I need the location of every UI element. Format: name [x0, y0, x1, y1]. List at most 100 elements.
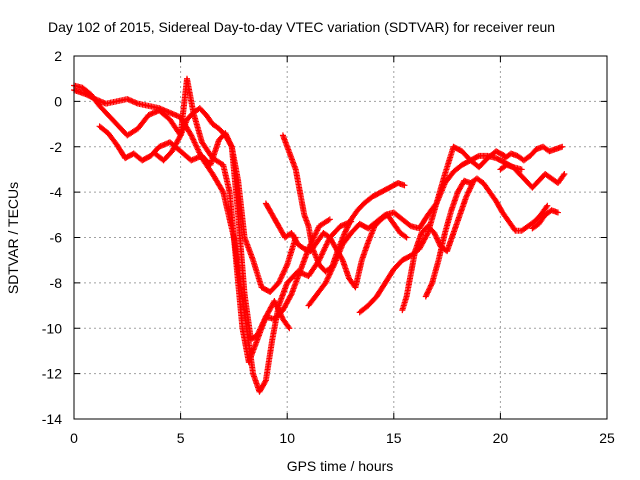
data-point: [259, 320, 266, 327]
x-axis-title: GPS time / hours: [287, 458, 394, 474]
series-2: [96, 123, 293, 343]
data-point: [424, 231, 431, 238]
series-1: [71, 75, 333, 366]
x-tick-label: 0: [70, 430, 78, 446]
data-point: [254, 332, 261, 339]
y-tick-label: -12: [42, 366, 62, 382]
data-point: [262, 378, 269, 385]
data-point: [326, 271, 333, 278]
data-point: [342, 228, 349, 235]
data-point: [432, 232, 439, 239]
data-point: [403, 234, 410, 241]
data-point: [329, 265, 336, 272]
data-point: [425, 288, 432, 295]
series-7: [356, 143, 508, 316]
data-point: [423, 292, 430, 299]
data-point: [277, 310, 284, 317]
y-tick-label: -10: [42, 320, 62, 336]
data-point: [402, 233, 409, 240]
chart-title: Day 102 of 2015, Sidereal Day-to-day VTE…: [48, 19, 555, 35]
data-point: [276, 278, 283, 285]
axis-ticks: 0 5 10 15 20 25 -14 -12 -10 -8 -6 -4 -2 0 2: [42, 48, 615, 446]
data-point: [425, 286, 432, 293]
series-4: [279, 132, 408, 275]
data-point: [464, 190, 471, 197]
data-point: [344, 223, 351, 230]
data-point: [422, 293, 429, 300]
data-point: [258, 323, 265, 330]
data-point: [285, 323, 292, 330]
series-6: [305, 152, 525, 309]
data-point: [287, 292, 294, 299]
data-point: [176, 133, 183, 140]
data-point: [286, 325, 293, 332]
data-point: [343, 227, 350, 234]
data-point: [346, 219, 353, 226]
series-12: [529, 207, 561, 232]
data-point: [256, 327, 263, 334]
data-point: [271, 298, 278, 305]
data-point: [282, 265, 289, 272]
data-point: [381, 212, 388, 219]
data-point: [325, 272, 332, 279]
data-point: [275, 279, 282, 286]
data-point: [280, 270, 287, 277]
data-point: [276, 277, 283, 284]
data-point: [560, 172, 567, 179]
data-point: [322, 279, 329, 286]
data-point: [273, 302, 280, 309]
data-point: [465, 189, 472, 196]
data-point: [255, 330, 262, 337]
data-point: [424, 289, 431, 296]
y-tick-label: -14: [42, 411, 62, 427]
data-point: [276, 309, 283, 316]
x-tick-label: 15: [386, 430, 402, 446]
data-point: [278, 313, 285, 320]
data-point: [272, 299, 279, 306]
data-point: [325, 274, 332, 281]
data-point: [274, 305, 281, 312]
data-point: [260, 318, 267, 325]
data-point: [543, 204, 550, 211]
data-points: [71, 75, 568, 395]
y-tick-label: 2: [54, 48, 62, 64]
data-point: [406, 222, 413, 229]
data-point: [258, 322, 265, 329]
data-point: [274, 303, 281, 310]
data-point: [427, 283, 434, 290]
data-point: [474, 153, 481, 160]
data-point: [323, 278, 330, 285]
data-point: [559, 143, 566, 150]
data-point: [431, 229, 438, 236]
data-point: [272, 300, 279, 307]
y-tick-label: -2: [50, 139, 63, 155]
data-point: [257, 325, 264, 332]
data-point: [328, 267, 335, 274]
y-tick-label: -4: [50, 184, 63, 200]
data-point: [277, 311, 284, 318]
data-point: [219, 187, 226, 194]
data-point: [262, 315, 269, 322]
data-point: [325, 217, 332, 224]
data-point: [554, 209, 561, 216]
data-point: [327, 268, 334, 275]
data-point: [324, 275, 331, 282]
data-point: [276, 307, 282, 314]
data-point: [343, 225, 350, 232]
data-point: [465, 188, 472, 195]
data-point: [323, 277, 330, 284]
x-tick-label: 5: [177, 430, 185, 446]
y-tick-label: 0: [54, 93, 62, 109]
data-point: [283, 263, 290, 270]
data-point: [341, 229, 348, 236]
data-point: [344, 224, 351, 231]
data-point: [518, 166, 525, 173]
y-axis-title: SDTVAR / TECUs: [5, 182, 21, 294]
data-point: [277, 275, 284, 282]
x-tick-label: 20: [493, 430, 509, 446]
data-point: [401, 182, 408, 189]
data-point: [463, 193, 470, 200]
data-point: [228, 142, 235, 149]
y-tick-label: -8: [50, 275, 63, 291]
